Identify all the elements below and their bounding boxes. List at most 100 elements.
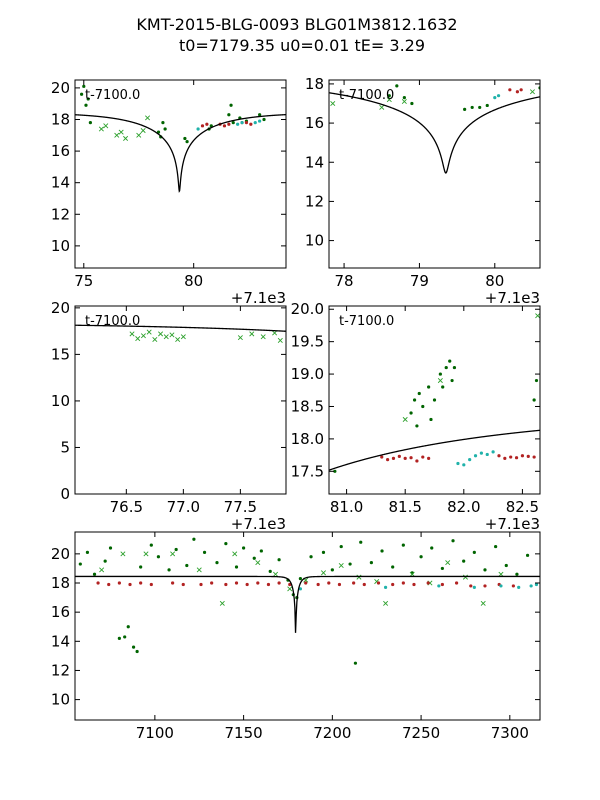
kmt-light-point [114, 132, 120, 138]
kmt-light-point [175, 336, 181, 343]
kmt-dark-point [441, 385, 445, 389]
kmt-dark-point [85, 550, 90, 555]
moa-point [534, 582, 539, 587]
moa-point [485, 452, 489, 457]
moa-point [496, 94, 501, 98]
y-tick-label: 10 [305, 232, 324, 250]
kmt-dark-point [224, 542, 228, 546]
ogle-point [277, 581, 281, 585]
kmt-dark-point [258, 113, 262, 117]
kmt-dark-point [515, 572, 519, 576]
plot-area [75, 324, 286, 343]
plot-area [329, 84, 540, 174]
kmt-light-point [120, 551, 126, 557]
kmt-dark-point [417, 391, 421, 396]
kmt-light-point [402, 416, 408, 422]
y-tick-label: 12 [51, 661, 70, 679]
kmt-light-point [529, 89, 535, 95]
y-tick-label: 12 [51, 205, 70, 223]
kmt-dark-point [451, 539, 455, 543]
y-tick-label: 16 [51, 603, 70, 621]
kmt-light-point [136, 132, 142, 138]
kmt-dark-point [380, 549, 384, 553]
model-curve [75, 113, 286, 193]
ogle-point [234, 581, 239, 585]
kmt-dark-point [532, 398, 536, 402]
kmt-dark-point [108, 546, 113, 550]
axes-frame [74, 79, 287, 269]
x-tick-label: 79 [410, 272, 429, 290]
moa-point [383, 585, 388, 589]
model-curve [75, 324, 286, 332]
ogle-point [256, 581, 260, 585]
kmt-dark-point [330, 568, 334, 572]
kmt-light-point [287, 586, 293, 592]
kmt-dark-point [478, 105, 482, 110]
ogle-point [107, 582, 111, 587]
kmt-dark-point [395, 84, 399, 88]
kmt-light-point [163, 334, 169, 340]
kmt-dark-point [252, 556, 256, 560]
y-tick-label: 18.5 [291, 397, 324, 415]
kmt-dark-point [78, 562, 82, 566]
moa-point [236, 122, 240, 126]
x-tick-label: 75 [74, 272, 93, 290]
kmt-dark-point [156, 555, 161, 559]
y-tick-label: 10 [51, 237, 70, 255]
plot-area [75, 537, 540, 665]
ogle-point [511, 584, 515, 588]
kmt-light-point [272, 330, 278, 336]
ogle-point [96, 581, 100, 585]
kmt-light-point [249, 331, 255, 337]
ogle-point [376, 581, 381, 585]
kmt-light-point [437, 378, 443, 384]
panel-peak-zoom: 78 79 80 10 12 14 16 18 t-7100.0 +7.1e3 [305, 75, 541, 307]
ogle-point [327, 581, 331, 585]
ogle-point [415, 459, 419, 463]
kmt-dark-point [421, 404, 425, 409]
kmt-dark-point [391, 565, 395, 569]
kmt-light-point [383, 600, 389, 606]
ogle-point [519, 88, 523, 92]
kmt-dark-point [234, 565, 239, 569]
x-axis-offset: +7.1e3 [485, 289, 540, 307]
moa-point [258, 119, 262, 123]
ogle-point [520, 454, 525, 458]
ogle-point [508, 88, 512, 92]
kmt-light-point [379, 104, 385, 110]
kmt-dark-point [448, 359, 452, 363]
kmt-dark-point [82, 84, 86, 88]
kmt-dark-point [268, 569, 272, 573]
kmt-light-point [180, 334, 186, 340]
ogle-point [483, 584, 487, 588]
kmt-dark-point [202, 550, 207, 555]
ogle-point [128, 582, 132, 587]
y-tick-label: 20 [51, 545, 70, 563]
kmt-dark-point [401, 543, 405, 547]
kmt-dark-point [262, 117, 266, 122]
x-axis-offset: +7.1e3 [485, 515, 540, 533]
kmt-dark-point [494, 544, 498, 549]
kmt-light-point [535, 313, 540, 319]
moa-point [298, 587, 303, 591]
kmt-light-point [196, 567, 202, 573]
time-offset-label: t-7100.0 [85, 88, 140, 103]
moa-point [468, 458, 472, 462]
kmt-dark-point [163, 127, 167, 131]
kmt-light-point [140, 128, 146, 134]
panel-pre-peak-zoom: 76.5 77.0 77.5 0 5 10 15 20 t-7100.0 +7.1e3 [51, 299, 287, 533]
x-tick-label: 81.0 [330, 498, 363, 516]
kmt-dark-point [242, 546, 246, 550]
kmt-light-point [498, 571, 504, 577]
kmt-dark-point [430, 546, 434, 550]
kmt-dark-point [410, 101, 414, 106]
kmt-light-point [320, 570, 326, 576]
x-tick-label: 80 [184, 272, 203, 290]
kmt-dark-point [88, 121, 92, 125]
kmt-light-point [145, 115, 151, 121]
kmt-light-point [338, 563, 344, 569]
ogle-point [224, 582, 228, 587]
kmt-dark-point [227, 113, 231, 117]
kmt-light-point [409, 571, 415, 577]
ogle-point [171, 581, 175, 585]
